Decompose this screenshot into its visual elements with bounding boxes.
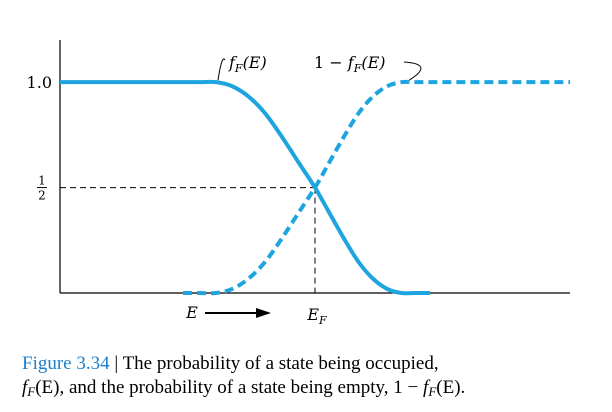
y-tick-label-half: 1 2: [37, 174, 47, 203]
x-tick-label-fermi: EF: [306, 305, 327, 327]
caption-tail: (E).: [436, 377, 466, 398]
caption-f: f: [22, 377, 28, 398]
caption-line2: (E), and the probability of a state bein…: [35, 377, 424, 398]
fe-series-label: fF(E): [228, 53, 267, 75]
figure-label: Figure 3.34: [22, 353, 110, 374]
one-minus-series-label: 1 − fF(E): [314, 53, 386, 75]
energy-arrow-icon: [205, 308, 271, 318]
caption-f2: f: [423, 377, 429, 398]
x-axis-label-e: E: [185, 303, 198, 322]
caption-f2-sub: F: [428, 384, 437, 399]
svg-text:2: 2: [38, 189, 46, 203]
svg-text:1: 1: [38, 174, 46, 188]
figure-caption: Figure 3.34 | The probability of a state…: [22, 352, 602, 404]
fe-label-leader: [217, 58, 226, 81]
y-tick-label-1: 1.0: [27, 73, 52, 92]
one-minus-label-leader: [403, 61, 422, 81]
caption-f-sub: F: [27, 384, 36, 399]
caption-separator: |: [109, 353, 123, 374]
series-line-one-minus-fe: [182, 79, 570, 296]
caption-line1: The probability of a state being occupie…: [122, 353, 439, 374]
